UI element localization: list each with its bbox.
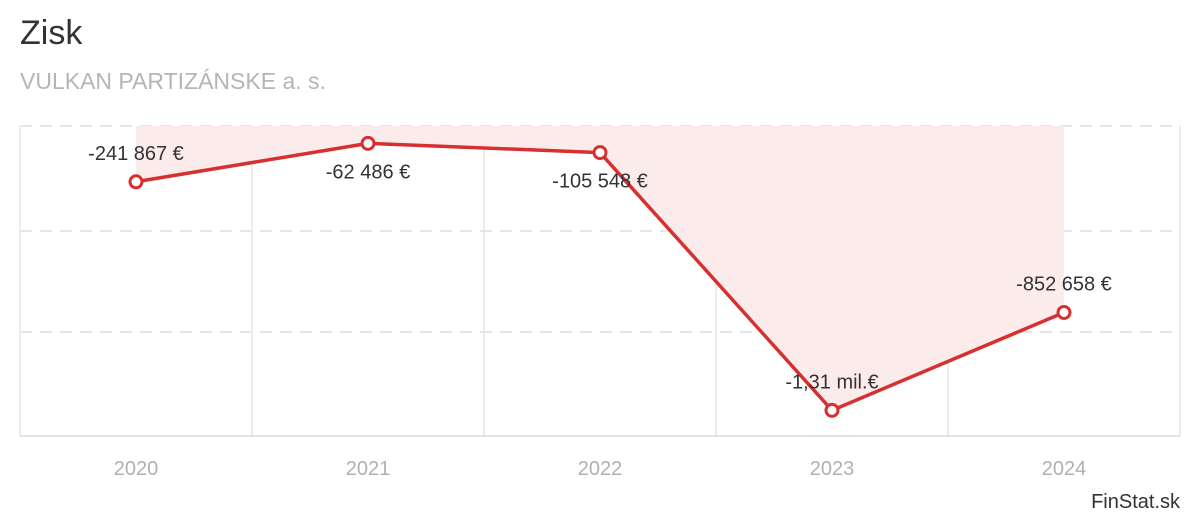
x-tick-label-2024: 2024 (1042, 458, 1087, 480)
data-label-2023: -1,31 mil.€ (785, 371, 878, 393)
data-label-2021: -62 486 € (326, 161, 411, 183)
data-label-2024: -852 658 € (1016, 273, 1112, 295)
x-tick-label-2023: 2023 (810, 458, 855, 480)
data-label-2022: -105 548 € (552, 171, 648, 193)
x-tick-label-2021: 2021 (346, 458, 391, 480)
data-point-2024 (1056, 304, 1072, 320)
data-point-2023 (824, 402, 840, 418)
data-point-2021 (360, 135, 376, 151)
data-point-2020 (128, 174, 144, 190)
data-point-2022 (592, 145, 608, 161)
chart-title: Zisk (20, 14, 83, 52)
profit-area-fill (136, 126, 1064, 411)
x-tick-label-2020: 2020 (114, 458, 159, 480)
finstat-credit[interactable]: FinStat.sk (1091, 491, 1180, 513)
chart-subtitle: VULKAN PARTIZÁNSKE a. s. (20, 68, 326, 94)
data-label-2020: -241 867 € (88, 143, 184, 165)
x-tick-label-2022: 2022 (578, 458, 623, 480)
